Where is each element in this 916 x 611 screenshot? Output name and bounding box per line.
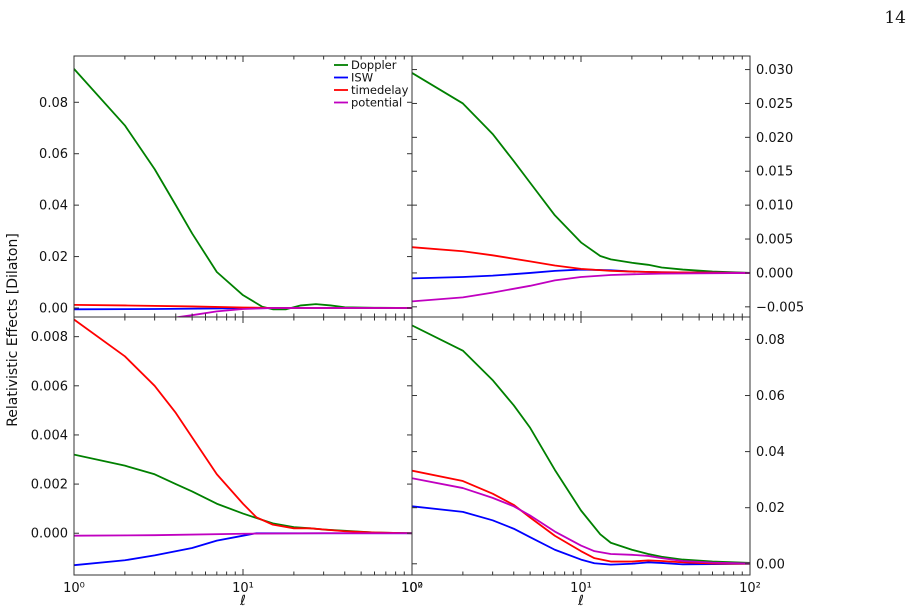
series-line-potential: [412, 272, 750, 303]
series-line-doppler: [412, 324, 750, 564]
axes-frame: [411, 316, 751, 576]
legend-label-doppler: Doppler: [351, 58, 397, 72]
series-line-timedelay: [412, 246, 750, 274]
x-axis-label-right: ℓ: [577, 593, 584, 609]
y-tick-label: 0.004: [31, 428, 68, 443]
x-tick-label: 10⁰: [63, 581, 85, 596]
y-tick-label: 0.015: [756, 165, 793, 180]
series-line-doppler: [74, 453, 412, 535]
legend-label-potential: potential: [351, 96, 402, 110]
panel-bottom-left: 0.000 0.002 0.004 0.006 0.008 10⁰ 10¹ 10²: [31, 316, 423, 596]
page-number: 14: [884, 8, 906, 28]
series-line-potential: [412, 477, 750, 565]
y-tick-label: 0.025: [756, 97, 793, 112]
series-line-potential: [74, 532, 412, 537]
series-line-timedelay: [74, 318, 412, 535]
series-line-doppler: [412, 72, 750, 274]
panel-top-left: 0.00 0.02 0.04 0.06 0.08 DopplerISWtimedelayp…: [39, 55, 413, 318]
panel-top-right: −0.005 0.000 0.005 0.010 0.015 0.020 0.025 0.03…: [411, 55, 804, 318]
y-tick-label: 0.010: [756, 199, 793, 214]
x-tick-label: 10²: [739, 581, 761, 596]
y-tick-label: 0.005: [756, 233, 793, 248]
y-axis-label: Relativistic Effects [Dilaton]: [5, 233, 21, 427]
y-tick-label: 0.02: [756, 501, 785, 516]
y-tick-label: 0.006: [31, 379, 68, 394]
y-tick-label: 0.002: [31, 478, 68, 493]
series-line-timedelay: [412, 469, 750, 565]
x-axis-label-left: ℓ: [239, 593, 246, 609]
y-tick-label: 0.04: [756, 445, 785, 460]
legend-label-isw: ISW: [351, 71, 373, 85]
series-line-potential: [172, 307, 412, 317]
y-tick-label: 0.008: [31, 330, 68, 345]
x-tick-label: 10²: [401, 581, 423, 596]
legend-label-timedelay: timedelay: [351, 83, 409, 97]
y-tick-label: 0.020: [756, 131, 793, 146]
x-tick-label: 10¹: [232, 581, 254, 596]
y-tick-label: 0.000: [31, 527, 68, 542]
x-tick-label: 10⁰: [401, 581, 423, 596]
panel-bottom-right: 0.00 0.02 0.04 0.06 0.08 10⁰ 10¹ 10²: [401, 316, 785, 596]
y-tick-label: 0.06: [756, 389, 785, 404]
y-tick-label: 0.030: [756, 63, 793, 78]
y-tick-label: 0.08: [756, 333, 785, 348]
y-tick-label: 0.000: [756, 266, 793, 281]
y-tick-label: 0.08: [39, 96, 68, 111]
y-tick-label: 0.00: [756, 557, 785, 572]
y-tick-label: 0.06: [39, 147, 68, 162]
y-tick-label: −0.005: [756, 300, 804, 315]
y-tick-label: 0.04: [39, 199, 68, 214]
series-line-isw: [412, 505, 750, 566]
y-tick-label: 0.00: [39, 302, 68, 317]
y-tick-label: 0.02: [39, 250, 68, 265]
series-line-isw: [74, 532, 412, 567]
x-tick-label: 10¹: [570, 581, 592, 596]
